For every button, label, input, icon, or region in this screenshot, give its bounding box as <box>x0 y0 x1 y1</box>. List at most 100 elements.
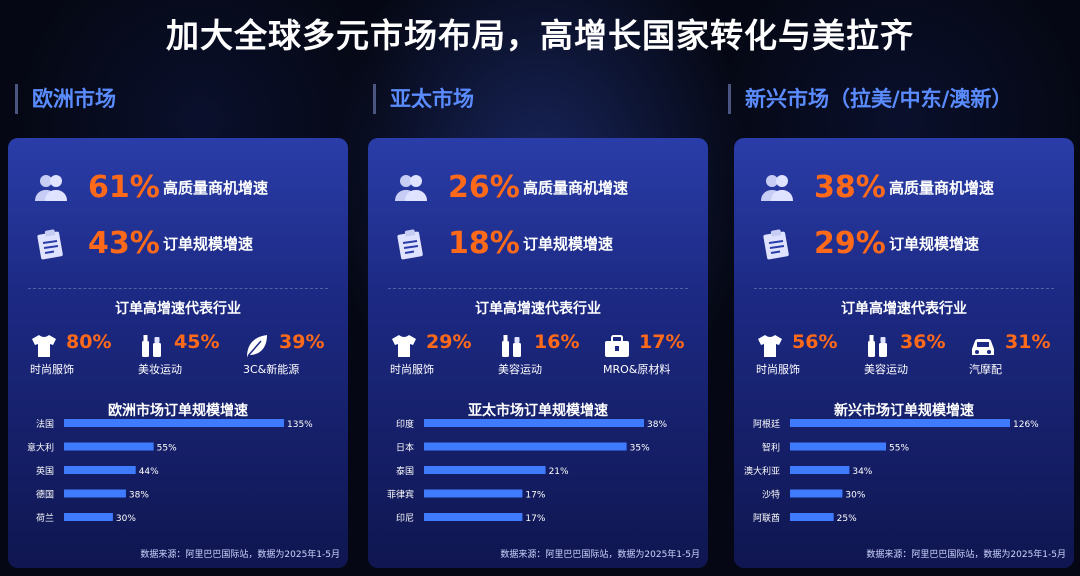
category-label: 英国 <box>36 465 54 477</box>
industry-value: 39% <box>279 331 325 353</box>
cosmetics-icon <box>864 333 892 359</box>
industry-title: 订单高增速代表行业 <box>115 301 241 317</box>
bar-value-label: 126% <box>1013 420 1039 430</box>
industry-value: 17% <box>639 331 685 353</box>
bar-value-label: 38% <box>129 491 149 501</box>
bar-value-label: 21% <box>549 467 569 477</box>
category-label: 阿联酋 <box>753 512 780 524</box>
bar-chart: 阿根廷 126% 智利 55% 澳大利亚 34% 沙特 30% 阿联酋 25% <box>744 418 1039 524</box>
category-label: 法国 <box>36 418 54 430</box>
tshirt-icon <box>756 333 784 359</box>
industry-label: 时尚服饰 <box>30 363 74 376</box>
clipboard-icon <box>34 228 68 260</box>
stat-order-row: 18% 订单规模增速 <box>368 224 708 264</box>
bar-value-label: 17% <box>525 514 545 524</box>
tshirt-icon <box>390 333 418 359</box>
stat-opportunity-value: 38% <box>814 170 886 205</box>
industry-value: 29% <box>426 331 472 353</box>
section-title-europe: 欧洲市场 <box>15 84 116 114</box>
people-icon <box>394 172 428 204</box>
industry-value: 36% <box>900 331 946 353</box>
bar <box>790 442 887 451</box>
tshirt-icon <box>30 333 58 359</box>
category-label: 德国 <box>36 489 54 501</box>
stat-opportunity-label: 高质量商机增速 <box>163 179 269 197</box>
industry-value: 45% <box>174 331 220 353</box>
bar-value-label: 55% <box>889 444 909 454</box>
source-note: 数据来源：阿里巴巴国际站，数据为2025年1-5月 <box>500 550 700 560</box>
source-note: 数据来源：阿里巴巴国际站，数据为2025年1-5月 <box>140 550 340 560</box>
industry-label: 美妆运动 <box>138 363 182 376</box>
industry-value: 31% <box>1005 331 1051 353</box>
stat-opportunity-row: 26% 高质量商机增速 <box>368 168 708 208</box>
bar <box>424 489 523 498</box>
bar-value-label: 17% <box>525 491 545 501</box>
stat-opportunity-value: 61% <box>88 170 160 205</box>
industry-title: 订单高增速代表行业 <box>475 301 601 317</box>
bar <box>64 442 154 451</box>
bar <box>424 513 523 521</box>
stat-opportunity-row: 61% 高质量商机增速 <box>8 168 348 208</box>
industry-label: 美容运动 <box>498 363 542 376</box>
industry-item: 16% 美容运动 <box>498 331 608 383</box>
bar-chart-title: 亚太市场订单规模增速 <box>468 403 608 419</box>
bar-value-label: 55% <box>157 444 177 454</box>
bar <box>64 466 136 474</box>
divider <box>28 288 328 289</box>
industry-item: 31% 汽摩配 <box>969 331 1074 383</box>
leaf-icon <box>243 333 271 359</box>
category-label: 印度 <box>396 418 414 430</box>
stat-order-label: 订单规模增速 <box>163 235 254 253</box>
card-apac: 26% 高质量商机增速 18% 订单规模增速订单高增速代表行业 29% 时尚服饰 16% 美容… <box>368 138 708 568</box>
bar-value-label: 38% <box>647 420 667 430</box>
industry-label: 3C&新能源 <box>243 363 300 376</box>
stat-opportunity-row: 38% 高质量商机增速 <box>734 168 1074 208</box>
people-icon <box>760 172 794 204</box>
stat-order-value: 29% <box>814 226 886 261</box>
category-label: 印尼 <box>396 512 414 524</box>
bar <box>64 489 126 498</box>
industry-item: 56% 时尚服饰 <box>756 331 866 383</box>
bar-value-label: 34% <box>852 467 872 477</box>
card-emerging: 38% 高质量商机增速 29% 订单规模增速 订单高增速代表行业 56% 时尚服饰 36% 美容… <box>734 138 1074 568</box>
bar <box>790 419 1010 427</box>
category-label: 泰国 <box>396 465 414 477</box>
stat-order-row: 43% 订单规模增速 <box>8 224 348 264</box>
category-label: 菲律宾 <box>387 489 414 501</box>
bar <box>424 442 627 451</box>
divider <box>388 288 688 289</box>
bar-chart-title: 欧洲市场订单规模增速 <box>108 403 248 419</box>
category-label: 沙特 <box>762 489 780 501</box>
bar <box>790 513 834 521</box>
bar <box>424 466 546 474</box>
bar <box>790 489 843 498</box>
stat-opportunity-label: 高质量商机增速 <box>523 179 629 197</box>
stat-order-value: 43% <box>88 226 160 261</box>
stat-order-label: 订单规模增速 <box>889 235 980 253</box>
bar <box>64 513 113 521</box>
industry-label: MRO&原材料 <box>603 363 671 376</box>
source-note: 数据来源：阿里巴巴国际站，数据为2025年1-5月 <box>866 550 1066 560</box>
industry-value: 16% <box>534 331 580 353</box>
category-label: 阿根廷 <box>753 418 780 430</box>
category-label: 意大利 <box>27 442 54 454</box>
bar <box>424 419 644 427</box>
stat-order-value: 18% <box>448 226 520 261</box>
industry-item: 39% 3C&新能源 <box>243 331 348 383</box>
industry-label: 时尚服饰 <box>390 363 434 376</box>
section-title-emerging: 新兴市场（拉美/中东/澳新） <box>728 84 1012 114</box>
page-title: 加大全球多元市场布局，高增长国家转化与美拉齐 <box>166 16 914 55</box>
industry-label: 美容运动 <box>864 363 908 376</box>
stat-opportunity-value: 26% <box>448 170 520 205</box>
bar <box>790 466 850 474</box>
industry-item: 36% 美容运动 <box>864 331 974 383</box>
bar-value-label: 30% <box>116 514 136 524</box>
industry-item: 80% 时尚服饰 <box>30 331 140 383</box>
category-label: 澳大利亚 <box>744 465 780 477</box>
bar-value-label: 135% <box>287 420 313 430</box>
industry-label: 时尚服饰 <box>756 363 800 376</box>
toolbox-icon <box>603 333 631 359</box>
people-icon <box>34 172 68 204</box>
industry-item: 45% 美妆运动 <box>138 331 248 383</box>
industry-value: 56% <box>792 331 838 353</box>
